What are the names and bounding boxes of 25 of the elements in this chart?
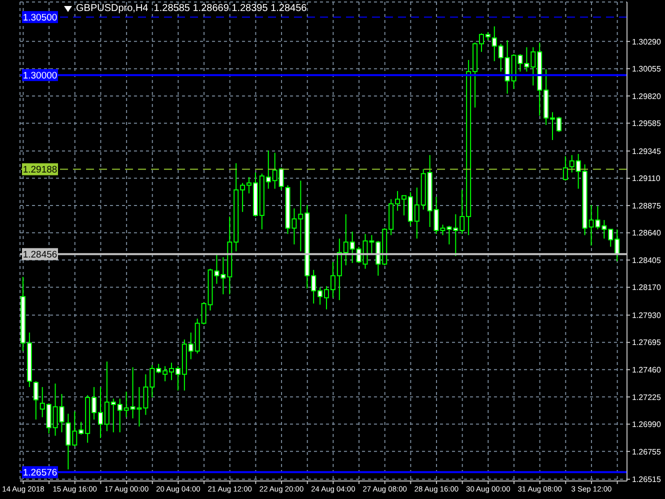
ref-line-label: 1.29188 <box>22 164 58 176</box>
y-tick-label: 1.30290 <box>632 37 662 46</box>
y-tick-label: 1.30055 <box>632 64 662 74</box>
y-tick-label: 1.29345 <box>632 146 662 156</box>
ref-line-label: 1.30000 <box>22 70 58 82</box>
ref-line-label: 1.28456 <box>22 250 58 261</box>
y-tick-label: 1.26990 <box>632 420 662 430</box>
y-tick-label: 1.28875 <box>632 201 662 210</box>
candlestick <box>562 156 568 182</box>
y-tick-label: 1.27225 <box>632 392 662 402</box>
chart-title: GBPUSDpro,H4 1.28585 1.28669 1.28395 1.28456 <box>76 3 307 14</box>
y-tick-label: 1.29820 <box>632 92 662 101</box>
y-tick-label: 1.27695 <box>632 338 662 348</box>
y-tick-label: 1.28405 <box>632 256 662 265</box>
ref-line-label: 1.30500 <box>22 12 58 24</box>
y-tick-label: 1.27460 <box>632 366 662 374</box>
y-tick-label: 1.26515 <box>632 475 662 484</box>
ref-line-label: 1.26576 <box>22 468 58 479</box>
y-tick-label: 1.28640 <box>632 228 662 238</box>
y-tick-label: 1.26755 <box>632 447 662 456</box>
y-tick-label: 1.27930 <box>632 310 662 320</box>
y-tick-label: 1.29110 <box>632 174 661 184</box>
candlestick <box>33 380 38 420</box>
y-tick-label: 1.28170 <box>632 283 662 292</box>
y-tick-label: 1.29585 <box>632 119 662 128</box>
